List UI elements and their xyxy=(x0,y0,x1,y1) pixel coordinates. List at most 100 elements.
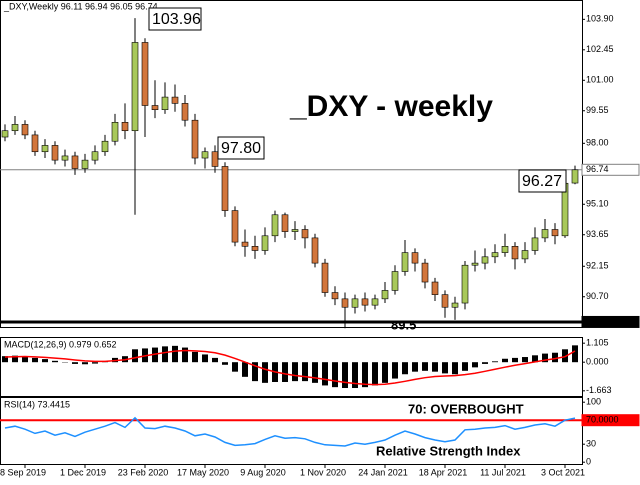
macd-bar xyxy=(212,358,218,362)
candle-body xyxy=(242,242,248,246)
x-tick-label: 17 May 2020 xyxy=(177,467,229,477)
candle-body xyxy=(132,42,138,130)
x-tick-label: 18 Apr 2021 xyxy=(419,467,468,477)
candle-body xyxy=(12,124,18,130)
macd-bar xyxy=(412,362,418,371)
candle-body xyxy=(212,152,218,167)
x-tick-label: 24 Jan 2021 xyxy=(358,467,408,477)
candle-body xyxy=(392,272,398,291)
chart-header: _DXY,Weekly 96.11 96.94 96.05 96.74 xyxy=(3,1,158,11)
candle-body xyxy=(432,282,438,295)
candle-body xyxy=(342,299,348,307)
macd-bar xyxy=(242,362,248,377)
macd-bar xyxy=(322,362,328,385)
macd-bar xyxy=(502,359,508,362)
candle-body xyxy=(182,103,188,120)
y-tick-label: 0 xyxy=(586,457,591,467)
macd-bar xyxy=(232,362,238,371)
macd-bar xyxy=(302,362,308,381)
candle-body xyxy=(152,105,158,109)
annotation: 70: OVERBOUGHT xyxy=(408,401,524,416)
macd-bar xyxy=(482,362,488,364)
x-tick-label: 3 Oct 2021 xyxy=(541,467,585,477)
candle-body xyxy=(282,215,288,232)
candle-body xyxy=(532,238,538,251)
candle-body xyxy=(52,145,58,160)
candle-body xyxy=(322,263,328,292)
y-tick-label: 0.000 xyxy=(586,357,609,367)
candle-body xyxy=(122,122,128,130)
macd-bar xyxy=(52,361,58,362)
macd-bar xyxy=(462,362,468,371)
level-label: 89.50 xyxy=(586,316,609,326)
candle-body xyxy=(292,229,298,231)
candle-body xyxy=(252,246,258,250)
candle-body xyxy=(172,97,178,103)
y-tick-label: 100 xyxy=(586,397,601,407)
annotation: 103.96 xyxy=(152,11,201,28)
macd-bar xyxy=(452,362,458,374)
candle-body xyxy=(462,265,468,303)
macd-bar xyxy=(172,346,178,362)
candle-body xyxy=(272,215,278,236)
candle-body xyxy=(42,145,48,151)
y-tick-label: 102.45 xyxy=(586,44,614,54)
macd-bar xyxy=(402,362,408,374)
macd-bar xyxy=(132,349,138,362)
candle-body xyxy=(442,295,448,308)
y-tick-label: 30 xyxy=(586,439,596,449)
macd-bar xyxy=(442,362,448,373)
x-tick-label: 11 Jul 2021 xyxy=(480,467,526,477)
macd-bar xyxy=(332,362,338,387)
x-tick-label: 1 Dec 2019 xyxy=(60,467,106,477)
y-tick-label: 98.00 xyxy=(586,138,609,148)
candle-body xyxy=(62,156,68,160)
candle-body xyxy=(572,170,578,183)
candle-body xyxy=(332,293,338,299)
rsi-label: RSI(14) 73.4415 xyxy=(4,399,70,409)
chart-title: _DXY - weekly xyxy=(289,90,493,123)
candle-body xyxy=(32,135,38,152)
candle-body xyxy=(302,229,308,237)
candle-body xyxy=(412,253,418,264)
macd-bar xyxy=(42,359,48,362)
candle-body xyxy=(542,229,548,237)
macd-bar xyxy=(512,358,518,362)
annotation: 97.80 xyxy=(221,140,261,157)
macd-bar xyxy=(372,362,378,385)
candle-body xyxy=(382,290,388,298)
macd-bar xyxy=(72,362,78,364)
candle-body xyxy=(362,299,368,305)
macd-bar xyxy=(492,361,498,362)
macd-bar xyxy=(202,354,208,362)
candle-body xyxy=(372,299,378,305)
candle-body xyxy=(262,236,268,251)
y-tick-label: -1.663 xyxy=(586,385,612,395)
level-label: 70.0000 xyxy=(586,415,619,425)
candle-body xyxy=(522,251,528,259)
y-tick-label: 101.00 xyxy=(586,75,614,85)
y-tick-label: 1.105 xyxy=(586,338,609,348)
candle-body xyxy=(202,152,208,158)
level-label: 96.74 xyxy=(586,164,609,174)
macd-bar xyxy=(32,358,38,362)
candle-body xyxy=(72,156,78,169)
candle-body xyxy=(232,211,238,243)
y-tick-label: 95.10 xyxy=(586,199,609,209)
candle-body xyxy=(142,42,148,105)
macd-bar xyxy=(572,345,578,362)
macd-bar xyxy=(82,362,88,364)
candle-body xyxy=(92,152,98,160)
x-tick-label: 9 Aug 2020 xyxy=(240,467,286,477)
candle-body xyxy=(192,120,198,158)
macd-bar xyxy=(392,362,398,378)
x-tick-label: 8 Sep 2019 xyxy=(0,467,46,477)
x-tick-label: 23 Feb 2020 xyxy=(118,467,169,477)
macd-bar xyxy=(422,362,428,371)
candle-body xyxy=(452,303,458,307)
annotation: 96.27 xyxy=(522,173,562,190)
macd-bar xyxy=(292,362,298,381)
macd-bar xyxy=(342,362,348,388)
